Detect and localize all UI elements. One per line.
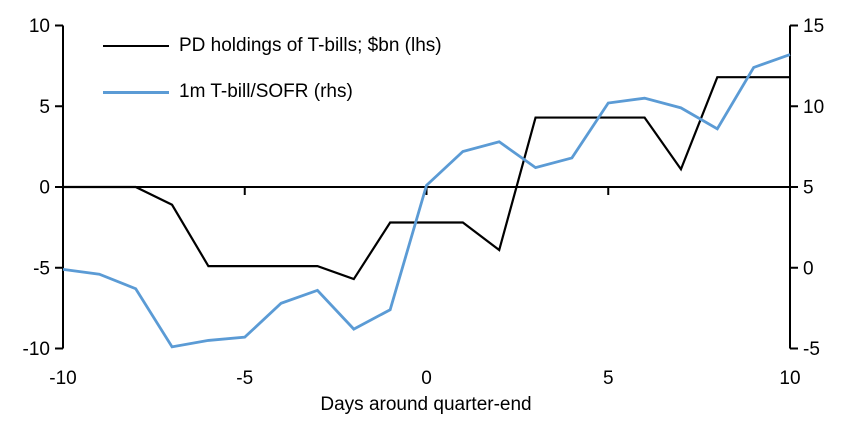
x-tick-label: 0 bbox=[421, 368, 432, 389]
right-tick-label: 5 bbox=[803, 178, 814, 199]
right-tick-label: 10 bbox=[803, 97, 824, 118]
right-tick-label: 0 bbox=[803, 258, 814, 279]
series-line-pd-holdings bbox=[63, 76, 790, 281]
x-tick-label: -10 bbox=[49, 368, 76, 389]
legend-label-sofr: 1m T-bill/SOFR (rhs) bbox=[179, 81, 353, 102]
series-line-sofr bbox=[62, 53, 791, 349]
x-tick-label: 5 bbox=[603, 368, 614, 389]
right-tick-label: 15 bbox=[803, 16, 824, 37]
left-tick-label: -10 bbox=[23, 339, 50, 360]
left-tick-label: 10 bbox=[29, 16, 50, 37]
x-axis-title: Days around quarter-end bbox=[320, 394, 532, 415]
x-tick-label: -5 bbox=[236, 368, 253, 389]
legend: PD holdings of T-bills; $bn (lhs) 1m T-b… bbox=[103, 34, 442, 126]
legend-label-pd-holdings: PD holdings of T-bills; $bn (lhs) bbox=[179, 35, 442, 56]
left-tick-label: 5 bbox=[39, 97, 50, 118]
left-tick-label: -5 bbox=[33, 258, 50, 279]
left-tick-label: 0 bbox=[39, 178, 50, 199]
x-tick-label: 10 bbox=[779, 368, 800, 389]
right-tick-label: -5 bbox=[803, 339, 820, 360]
legend-item-pd-holdings: PD holdings of T-bills; $bn (lhs) bbox=[103, 34, 442, 58]
legend-item-sofr: 1m T-bill/SOFR (rhs) bbox=[103, 80, 442, 104]
legend-line-blue bbox=[103, 90, 169, 94]
legend-line-black bbox=[103, 45, 169, 47]
